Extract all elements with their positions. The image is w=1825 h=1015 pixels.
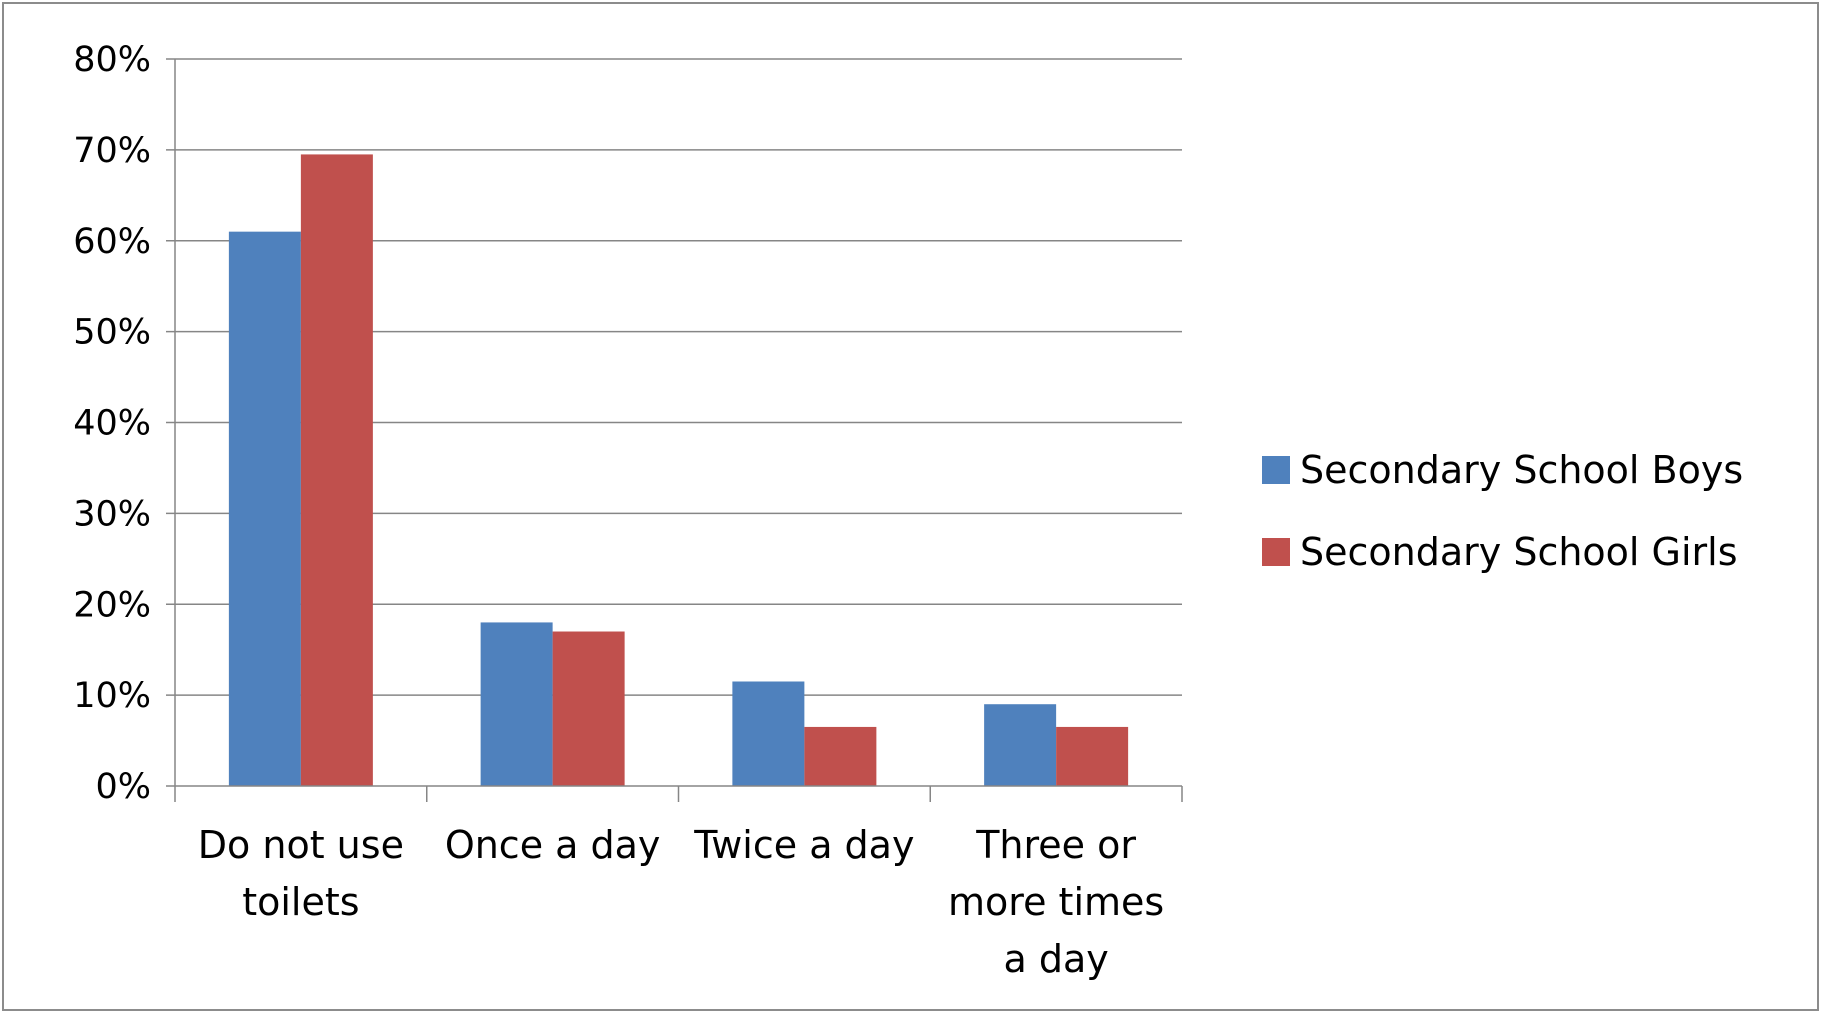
bar-girls <box>300 154 373 786</box>
legend-swatch <box>1262 456 1290 484</box>
x-tick-label-line: toilets <box>242 880 359 924</box>
y-tick-label: 50% <box>73 313 151 353</box>
y-tick-label: 20% <box>73 585 151 625</box>
bar-boys <box>480 622 553 786</box>
y-tick-label: 60% <box>73 222 151 262</box>
y-tick-label: 80% <box>73 40 151 80</box>
y-tick-label: 70% <box>73 131 151 171</box>
axes <box>166 58 1183 802</box>
legend: Secondary School Boys Secondary School Gi… <box>1262 448 1743 574</box>
x-tick-label: Three or more times a day <box>948 823 1164 981</box>
bar-boys <box>228 231 301 787</box>
axis-labels: 0% 10% 20% 30% 40% 50% 60% 70% 80% Do not use toil… <box>73 40 1164 981</box>
bar-girls <box>804 726 877 786</box>
legend-label: Secondary School Girls <box>1300 530 1738 574</box>
bar-boys <box>732 681 805 786</box>
x-tick-label-line: Once a day <box>445 823 661 867</box>
y-tick-label: 0% <box>95 767 151 807</box>
y-tick-label: 40% <box>73 404 151 444</box>
y-tick-label: 30% <box>73 494 151 534</box>
legend-label: Secondary School Boys <box>1300 448 1743 492</box>
x-tick-label-line: a day <box>1003 937 1108 981</box>
x-tick-label: Twice a day <box>693 823 914 867</box>
bar-girls <box>1056 726 1129 786</box>
x-tick-label: Once a day <box>445 823 661 867</box>
x-tick-label-line: more times <box>948 880 1164 924</box>
legend-swatch <box>1262 538 1290 566</box>
bar-boys <box>984 704 1057 786</box>
bar-girls <box>552 631 625 786</box>
bars <box>228 154 1129 787</box>
x-tick-label-line: Three or <box>975 823 1136 867</box>
x-tick-label: Do not use toilets <box>198 823 404 924</box>
x-tick-label-line: Twice a day <box>693 823 914 867</box>
y-tick-label: 10% <box>73 676 151 716</box>
x-tick-label-line: Do not use <box>198 823 404 867</box>
